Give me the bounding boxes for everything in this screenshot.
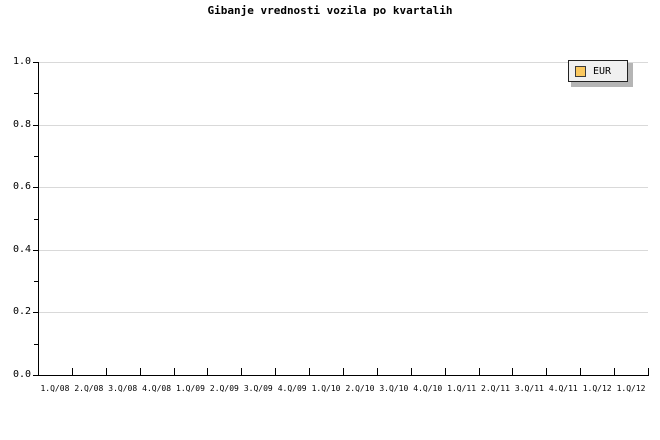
x-axis-tick-label: 1.Q/08: [40, 384, 70, 393]
x-axis-tick-label: 1.Q/09: [176, 384, 205, 393]
y-axis-minor-tick: [34, 343, 38, 345]
x-axis-tick: [512, 368, 513, 375]
gridline: [38, 187, 648, 189]
x-axis-tick: [648, 368, 649, 375]
x-axis-tick-label: 1.Q/12: [582, 384, 612, 393]
y-axis-tick-label: 0.2: [12, 306, 31, 318]
x-axis-tick: [309, 368, 310, 375]
x-axis-tick: [72, 368, 73, 375]
y-axis-tick: [33, 124, 38, 126]
x-axis-tick: [580, 368, 581, 375]
y-axis-tick: [33, 312, 38, 314]
x-axis-tick: [275, 368, 276, 375]
x-axis-tick-label: 2.Q/11: [481, 384, 510, 393]
y-axis-tick-label: 0.8: [12, 118, 31, 130]
x-axis-tick: [241, 368, 242, 375]
x-axis-tick: [207, 368, 208, 375]
x-axis-tick-label: 4.Q/08: [142, 384, 172, 393]
x-axis-tick-label: 3.Q/11: [514, 384, 544, 393]
x-axis-tick-label: 1.Q/11: [447, 384, 477, 393]
y-axis-line: [38, 62, 39, 376]
x-axis-tick-label: 4.Q/09: [277, 384, 307, 393]
y-axis-minor-tick: [34, 281, 38, 283]
x-axis-tick-label: 1.Q/10: [311, 384, 341, 393]
x-axis-tick: [174, 368, 175, 375]
x-axis-tick-label: 4.Q/10: [413, 384, 443, 393]
x-axis-tick-label: 1.Q/12: [616, 384, 646, 393]
x-axis-tick-label: 2.Q/10: [345, 384, 375, 393]
x-axis-tick: [106, 368, 107, 375]
x-axis-tick-label: 3.Q/10: [379, 384, 409, 393]
plot-area: [38, 62, 648, 375]
y-axis-minor-tick: [34, 218, 38, 220]
y-axis-tick: [33, 249, 38, 251]
legend-swatch-eur-icon: [575, 65, 586, 77]
x-axis-tick-label: 3.Q/08: [108, 384, 138, 393]
x-axis-tick: [377, 368, 378, 375]
gridline: [38, 124, 648, 126]
x-axis-tick: [546, 368, 547, 375]
x-axis-tick: [479, 368, 480, 375]
gridline: [38, 249, 648, 251]
y-axis-tick-label: 0.6: [12, 181, 31, 193]
y-axis-tick-label: 1.0: [12, 56, 31, 67]
y-axis-tick-label: 0.0: [12, 369, 31, 380]
x-axis-tick-label: 2.Q/08: [74, 384, 104, 393]
y-axis-tick: [33, 375, 38, 376]
y-axis-tick-label: 0.4: [12, 243, 31, 255]
x-axis-tick: [411, 368, 412, 375]
gridline: [38, 62, 648, 63]
chart-title: Gibanje vrednosti vozila po kvartalih: [207, 4, 453, 17]
x-axis-tick: [343, 368, 344, 375]
y-axis-tick: [33, 187, 38, 189]
x-axis-tick: [445, 368, 446, 375]
x-axis-tick: [38, 368, 39, 375]
x-axis-tick: [614, 368, 615, 375]
gridline: [38, 312, 648, 314]
x-axis-tick-label: 2.Q/09: [209, 384, 239, 393]
x-axis-tick: [140, 368, 141, 375]
x-axis-line: [38, 375, 649, 376]
y-axis-tick: [33, 62, 38, 63]
x-axis-tick-label: 3.Q/09: [243, 384, 273, 393]
y-axis-minor-tick: [34, 155, 38, 157]
x-axis-tick-label: 4.Q/11: [548, 384, 578, 393]
chart-legend[interactable]: EUR: [568, 60, 628, 82]
y-axis-minor-tick: [34, 93, 38, 95]
legend-label-eur: EUR: [593, 65, 612, 77]
